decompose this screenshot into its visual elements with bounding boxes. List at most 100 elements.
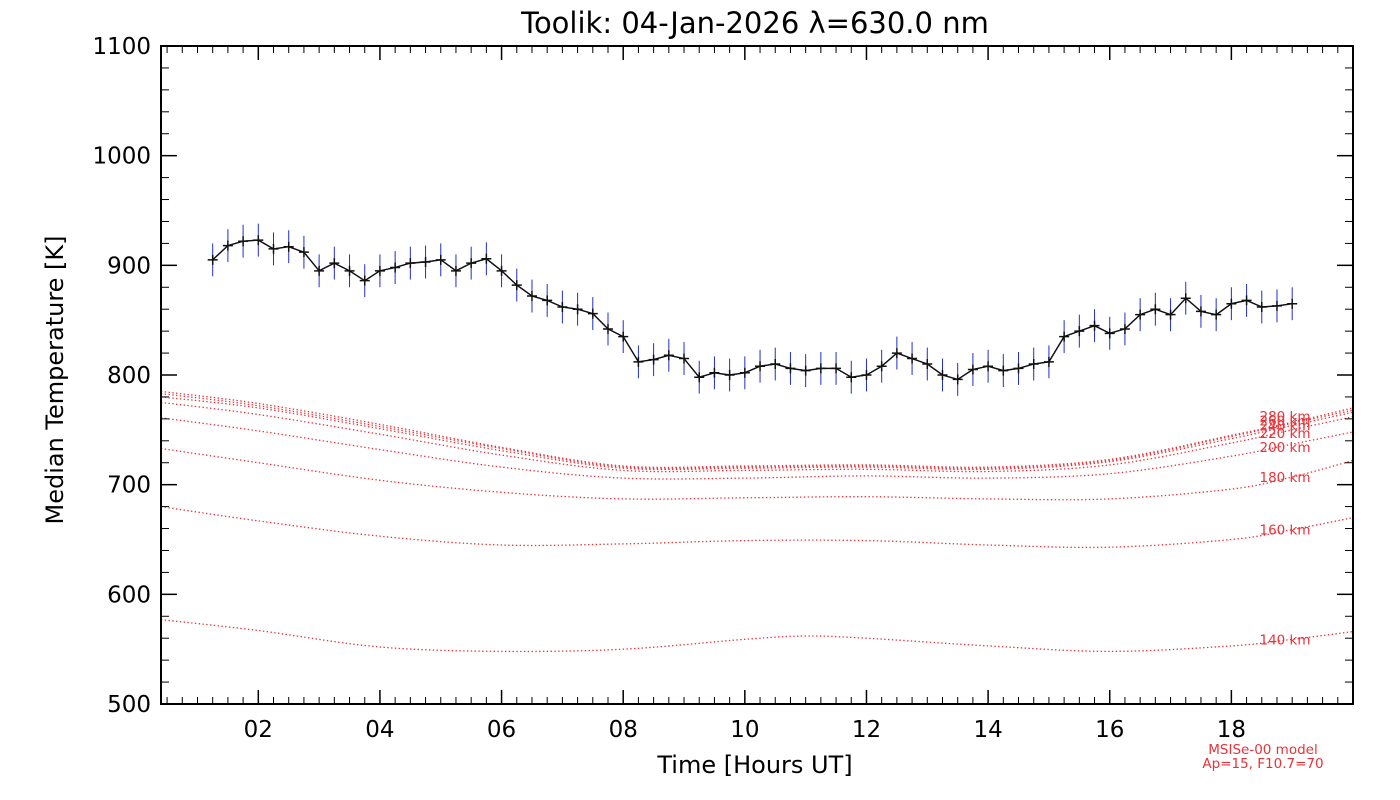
model-label-220km: 220 km [1259,426,1310,442]
data-point [1059,331,1070,342]
data-point [1150,304,1161,315]
data-point [344,265,355,276]
x-tick-label: 06 [487,717,516,743]
data-point [603,323,613,334]
y-tick-label: 700 [107,473,151,499]
data-point [1043,356,1054,367]
data-point [405,258,416,269]
data-point [1226,298,1237,309]
data-point [937,370,948,380]
model-note-line-2: Ap=15, F10.7=70 [1202,756,1323,772]
data-point [876,361,887,372]
data-point [861,370,872,380]
data-point [755,361,766,372]
data-point [238,236,249,247]
data-point [1180,293,1191,304]
data-point [1195,306,1206,317]
x-tick-label: 12 [852,717,881,743]
y-axis-label: Median Temperature [K] [41,235,69,524]
data-point [268,243,279,254]
data-point [329,258,340,269]
x-tick-label: 02 [244,717,273,743]
data-point [694,372,705,383]
data-point [800,365,811,376]
data-point [496,265,507,276]
data-point [891,348,902,359]
data-point [1089,320,1100,331]
data-point [1013,363,1024,374]
data-point [466,258,477,269]
data-point [1241,295,1252,306]
data-point [785,363,796,374]
data-point [1119,323,1130,334]
y-tick-label: 500 [107,692,151,718]
data-point [967,364,978,375]
data-point [633,356,644,367]
data-point [618,331,629,342]
model-curve-200km [160,417,1354,480]
data-point [663,350,674,361]
data-point [253,235,264,246]
data-point [998,365,1009,376]
model-label-160km: 160 km [1259,523,1310,539]
plot-frame [160,45,1354,705]
model-curves [160,390,1354,653]
model-curve-240km [160,396,1354,471]
data-point [679,353,690,364]
data-point [207,254,218,265]
x-tick-label: 16 [1095,717,1124,743]
x-tick-label: 18 [1217,717,1246,743]
y-tick-label: 800 [107,363,151,389]
y-tick-label: 600 [107,582,151,608]
data-point [1074,326,1085,337]
data-point [724,370,735,380]
model-label-180km: 180 km [1259,470,1310,486]
data-point [374,265,385,276]
x-tick-label: 10 [730,717,759,743]
data-point [846,372,857,383]
data-point [420,257,431,268]
y-tick-label: 1100 [92,34,151,60]
data-point [511,280,522,291]
data-point [572,304,583,315]
data-point [435,254,446,265]
data-point [450,265,461,276]
x-tick-label: 08 [609,717,638,743]
data-point [314,265,325,276]
data-point [1028,359,1039,370]
model-curve-140km [160,618,1354,653]
model-label-240km: 240 km [1259,418,1310,434]
data-point [542,295,553,306]
data-point [298,247,309,258]
model-curve-220km [160,401,1354,473]
model-curve-180km [160,447,1354,501]
data-point [390,262,401,273]
data-point [770,359,781,370]
data-point [526,291,537,302]
data-point [709,367,720,378]
model-label-140km: 140 km [1259,632,1310,648]
chart-title: Toolik: 04-Jan-2026 λ=630.0 nm [520,6,989,40]
data-point [1287,298,1298,309]
data-point [922,359,933,370]
observed-series [207,223,1298,396]
data-point [222,240,233,251]
x-axis-label: Time [Hours UT] [656,751,852,779]
x-tick-label: 04 [365,717,394,743]
data-point [557,302,568,313]
data-point [739,367,750,378]
model-curve-260km [160,392,1354,470]
observed-line [212,239,1293,381]
model-label-260km: 260 km [1259,413,1310,429]
model-label-280km: 280 km [1259,409,1310,425]
data-point [587,308,598,319]
y-tick-label: 900 [107,253,151,279]
data-point [983,361,994,372]
data-point [1211,309,1222,320]
data-point [648,354,659,365]
data-point [1256,302,1267,313]
data-point [1271,300,1282,311]
data-point [1135,309,1146,320]
